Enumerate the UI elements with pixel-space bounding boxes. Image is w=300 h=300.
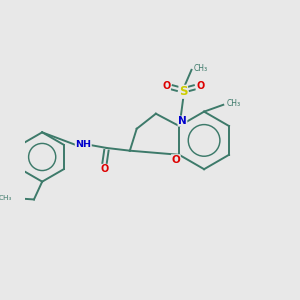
Text: CH₃: CH₃ (226, 100, 241, 109)
Text: O: O (172, 155, 180, 165)
Text: O: O (100, 164, 109, 174)
Text: O: O (196, 81, 204, 91)
Text: S: S (179, 85, 188, 98)
Text: CH₃: CH₃ (0, 194, 12, 200)
Text: CH₃: CH₃ (194, 64, 208, 73)
Text: O: O (162, 81, 170, 91)
Text: N: N (178, 116, 187, 126)
Text: NH: NH (75, 140, 91, 149)
